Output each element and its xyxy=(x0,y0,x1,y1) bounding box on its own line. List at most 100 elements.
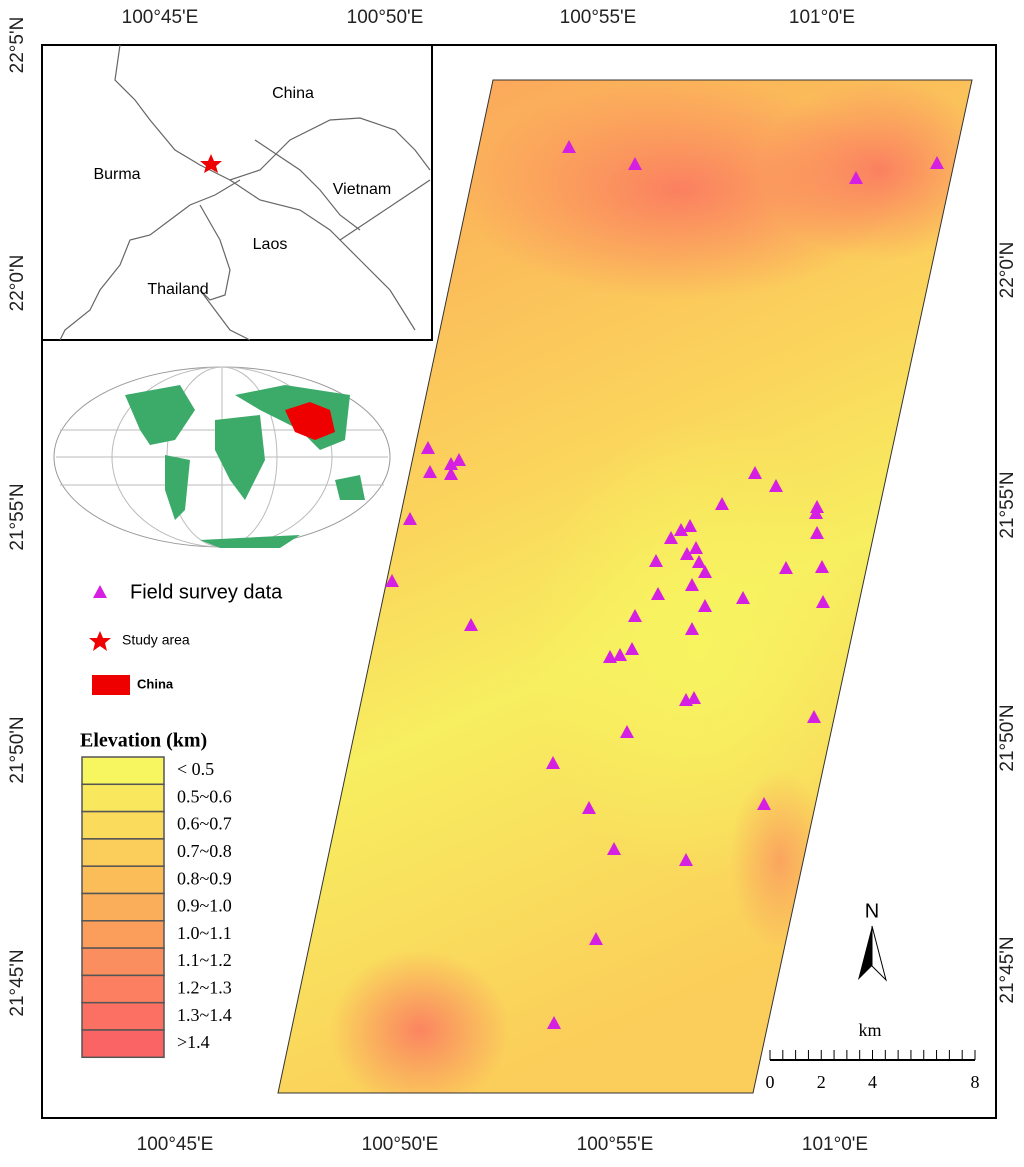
right-axis-label: 21°50'N xyxy=(997,704,1018,771)
legend-china-icon xyxy=(92,675,130,695)
survey-point xyxy=(664,531,678,544)
survey-point xyxy=(452,453,466,466)
north-arrow xyxy=(871,925,887,982)
top-axis-label: 100°45'E xyxy=(122,7,199,28)
survey-point xyxy=(692,555,706,568)
legend-label: Field survey data xyxy=(130,581,283,603)
survey-point xyxy=(562,140,576,153)
elevation-label: 0.5~0.6 xyxy=(177,786,232,806)
bottom-axis-label: 100°45'E xyxy=(137,1134,214,1155)
elevation-swatch xyxy=(81,1029,165,1059)
scale-label: 4 xyxy=(868,1072,877,1092)
survey-point xyxy=(628,157,642,170)
top-axis-label: 100°55'E xyxy=(560,7,637,28)
country-label: China xyxy=(272,85,314,102)
survey-point xyxy=(625,642,639,655)
survey-point xyxy=(807,710,821,723)
survey-point xyxy=(403,512,417,525)
survey-point xyxy=(748,466,762,479)
survey-point xyxy=(385,574,399,587)
elevation-swatch xyxy=(81,810,165,840)
survey-point xyxy=(620,725,634,738)
survey-point xyxy=(849,171,863,184)
survey-point xyxy=(444,467,458,480)
survey-point xyxy=(464,618,478,631)
survey-point xyxy=(444,457,458,470)
survey-point xyxy=(736,591,750,604)
survey-point xyxy=(757,797,771,810)
elevation-label: < 0.5 xyxy=(177,759,214,779)
survey-point xyxy=(687,691,701,704)
elevation-label: 0.7~0.8 xyxy=(177,841,232,861)
top-axis-label: 100°50'E xyxy=(347,7,424,28)
right-axis-label: 22°0'N xyxy=(997,242,1018,299)
survey-point xyxy=(649,554,663,567)
country-label: Laos xyxy=(253,236,288,253)
elevation-swatch xyxy=(81,838,165,867)
survey-point xyxy=(715,497,729,510)
survey-point xyxy=(680,547,694,560)
scale-unit: km xyxy=(858,1020,881,1040)
right-axis-label: 21°55'N xyxy=(997,471,1018,538)
bottom-axis-label: 100°50'E xyxy=(362,1134,439,1155)
survey-point xyxy=(810,500,824,513)
left-axis-label: 22°0'N xyxy=(7,255,28,312)
survey-point xyxy=(423,465,437,478)
country-label: Vietnam xyxy=(333,181,391,198)
elevation-label: 0.6~0.7 xyxy=(177,814,232,834)
elevation-swatch xyxy=(81,974,165,1004)
survey-point xyxy=(603,650,617,663)
country-label: Thailand xyxy=(147,281,208,298)
survey-point xyxy=(816,595,830,608)
right-axis-label: 21°45'N xyxy=(997,936,1018,1003)
survey-point xyxy=(685,578,699,591)
survey-point xyxy=(689,541,703,554)
top-axis-label: 101°0'E xyxy=(789,7,855,28)
survey-point xyxy=(589,932,603,945)
left-axis-label: 21°50'N xyxy=(7,716,28,783)
elevation-swatch xyxy=(81,783,165,813)
survey-point xyxy=(679,853,693,866)
survey-point xyxy=(421,441,435,454)
survey-point xyxy=(698,599,712,612)
elevation-label: 0.8~0.9 xyxy=(177,868,232,888)
elevation-label: 1.0~1.1 xyxy=(177,923,232,943)
survey-point xyxy=(547,1016,561,1029)
survey-point xyxy=(769,479,783,492)
legend-star-icon xyxy=(89,631,111,651)
survey-point xyxy=(651,587,665,600)
scale-label: 0 xyxy=(766,1072,775,1092)
survey-point xyxy=(810,526,824,539)
survey-point xyxy=(698,565,712,578)
survey-point xyxy=(613,648,627,661)
legend-survey-icon xyxy=(93,585,107,598)
elevation-swatch xyxy=(81,756,165,786)
survey-point xyxy=(607,842,621,855)
elevation-swatch xyxy=(81,1001,165,1031)
survey-point xyxy=(546,756,560,769)
survey-point xyxy=(809,506,823,519)
elevation-label: 1.2~1.3 xyxy=(177,978,232,998)
north-label: N xyxy=(865,900,879,922)
legend-label: Study area xyxy=(122,632,190,648)
elevation-label: >1.4 xyxy=(177,1032,210,1052)
country-label: Burma xyxy=(93,166,140,183)
survey-point xyxy=(582,801,596,814)
inset-map: China Burma Vietnam Laos Thailand xyxy=(41,44,433,341)
left-axis-label: 21°55'N xyxy=(7,483,28,550)
elevation-swatch xyxy=(81,892,165,922)
survey-point xyxy=(683,519,697,532)
map-frame xyxy=(41,44,997,1119)
survey-point xyxy=(628,609,642,622)
scale-label: 2 xyxy=(817,1072,826,1092)
survey-point xyxy=(930,156,944,169)
elevation-label: 1.3~1.4 xyxy=(177,1005,232,1025)
survey-point xyxy=(815,560,829,573)
legend-label: China xyxy=(137,676,174,691)
survey-point xyxy=(779,561,793,574)
elevation-label: 0.9~1.0 xyxy=(177,896,232,916)
elevation-swatch xyxy=(81,865,165,895)
elevation-label: 1.1~1.2 xyxy=(177,950,232,970)
globe xyxy=(53,366,391,548)
